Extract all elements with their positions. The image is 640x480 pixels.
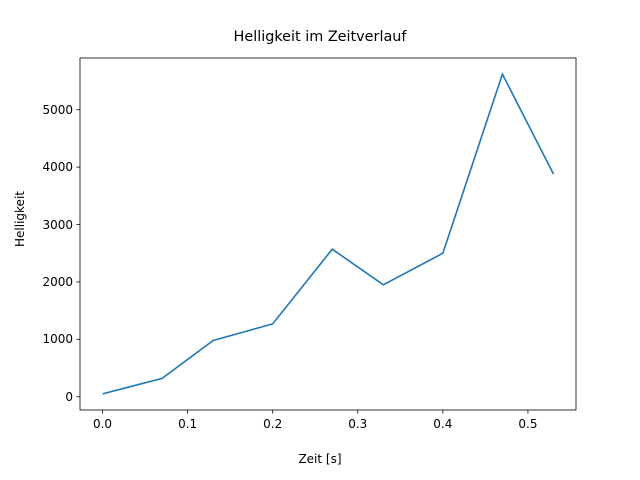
x-tick-label: 0.1 bbox=[178, 417, 198, 431]
y-tick-label: 1000 bbox=[42, 332, 73, 347]
x-tick-label: 0.3 bbox=[348, 417, 368, 431]
x-tick-marks bbox=[102, 410, 529, 414]
data-series-line bbox=[102, 72, 555, 395]
axes-frame bbox=[79, 57, 577, 411]
x-tick-label: 0.2 bbox=[263, 417, 283, 431]
x-tick-label: 0.0 bbox=[92, 417, 113, 431]
page-title: Helligkeit im Zeitverlauf bbox=[233, 29, 407, 45]
y-axis-label: Helligkeit bbox=[13, 191, 27, 247]
y-tick-label: 3000 bbox=[42, 217, 73, 232]
x-tick-label: 0.4 bbox=[433, 417, 453, 431]
y-tick-marks bbox=[76, 109, 80, 398]
x-axis-label: Zeit [s] bbox=[298, 452, 342, 466]
y-tick-label: 5000 bbox=[42, 102, 73, 117]
y-tick-label: 0 bbox=[65, 389, 73, 404]
axes-background bbox=[80, 58, 576, 410]
y-tick-label: 4000 bbox=[42, 160, 73, 175]
x-tick-label: 0.5 bbox=[518, 417, 538, 431]
y-tick-label: 2000 bbox=[42, 274, 73, 289]
